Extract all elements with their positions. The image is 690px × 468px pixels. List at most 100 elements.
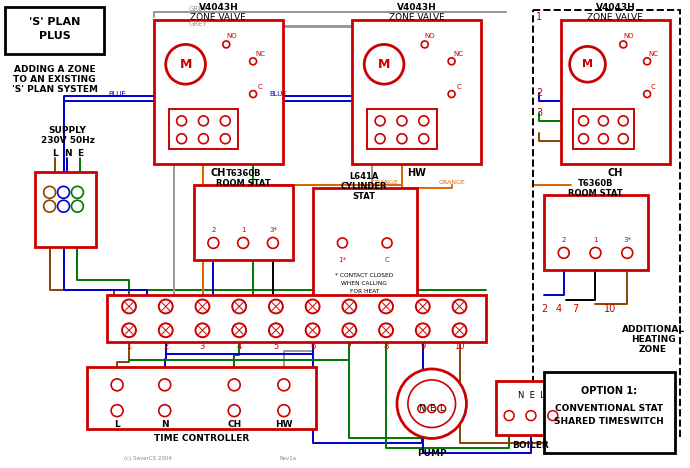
Circle shape [199, 116, 208, 126]
Text: 3*: 3* [269, 227, 277, 233]
Text: CONVENTIONAL STAT: CONVENTIONAL STAT [555, 404, 664, 413]
Circle shape [237, 237, 248, 249]
Circle shape [618, 134, 628, 144]
Text: BLUE: BLUE [108, 91, 126, 97]
Text: 230V 50Hz: 230V 50Hz [41, 136, 95, 145]
Bar [5, 7, 104, 54]
Text: L: L [440, 404, 444, 413]
Circle shape [122, 323, 136, 337]
Text: BOILER: BOILER [513, 441, 549, 450]
Circle shape [159, 300, 172, 314]
Circle shape [437, 405, 446, 413]
Text: HW: HW [275, 420, 293, 429]
Bar [533, 10, 680, 437]
Circle shape [111, 405, 123, 417]
Text: PUMP: PUMP [417, 449, 446, 458]
Text: ORANGE: ORANGE [372, 180, 398, 185]
Text: * CONTACT CLOSED: * CONTACT CLOSED [335, 273, 393, 278]
Circle shape [375, 134, 385, 144]
Text: N: N [63, 149, 71, 158]
Circle shape [57, 186, 70, 198]
Circle shape [159, 405, 170, 417]
Text: C: C [385, 257, 389, 263]
Circle shape [306, 323, 319, 337]
Text: CH: CH [227, 420, 242, 429]
Text: CYLINDER: CYLINDER [341, 182, 388, 191]
Text: CH: CH [210, 168, 226, 178]
Text: M: M [179, 58, 192, 71]
Text: C: C [456, 84, 461, 90]
Text: FOR HEAT: FOR HEAT [350, 289, 379, 294]
Circle shape [220, 134, 230, 144]
Circle shape [419, 134, 428, 144]
Text: Rev1a: Rev1a [279, 456, 297, 461]
Text: NC: NC [453, 51, 464, 58]
Text: SUPPLY: SUPPLY [48, 126, 86, 135]
Circle shape [416, 323, 430, 337]
Text: 2: 2 [542, 304, 548, 314]
Text: GREY: GREY [189, 6, 208, 12]
Bar [34, 173, 97, 247]
Text: 10: 10 [604, 304, 616, 314]
Text: 9: 9 [420, 342, 426, 351]
Text: 1: 1 [241, 227, 246, 233]
Text: E: E [77, 149, 83, 158]
Circle shape [159, 323, 172, 337]
Text: 3*: 3* [623, 237, 631, 243]
Circle shape [422, 41, 428, 48]
Bar [353, 20, 482, 163]
Text: HEATING: HEATING [631, 335, 676, 344]
Circle shape [644, 91, 651, 97]
Circle shape [397, 116, 407, 126]
Circle shape [453, 300, 466, 314]
Circle shape [43, 200, 56, 212]
Circle shape [195, 300, 209, 314]
Circle shape [570, 46, 605, 82]
Text: C: C [257, 84, 262, 90]
Circle shape [579, 116, 589, 126]
Text: L: L [115, 420, 120, 429]
Text: ADDITIONAL: ADDITIONAL [622, 325, 684, 334]
Text: CH: CH [608, 168, 623, 178]
Circle shape [379, 323, 393, 337]
Text: 6: 6 [310, 342, 315, 351]
Text: 'S' PLAN SYSTEM: 'S' PLAN SYSTEM [12, 85, 97, 94]
Circle shape [177, 116, 186, 126]
Text: ROOM STAT: ROOM STAT [216, 179, 270, 188]
Text: SHARED TIMESWITCH: SHARED TIMESWITCH [555, 417, 664, 426]
Circle shape [208, 237, 219, 249]
Text: ADDING A ZONE: ADDING A ZONE [14, 65, 95, 74]
Circle shape [342, 323, 356, 337]
Circle shape [428, 405, 435, 413]
Text: 8: 8 [384, 342, 388, 351]
Circle shape [397, 369, 466, 439]
Circle shape [342, 300, 356, 314]
Text: C: C [651, 84, 656, 90]
Text: 1*: 1* [339, 257, 346, 263]
Text: HW: HW [407, 168, 426, 178]
Bar [544, 372, 675, 453]
Text: ZONE VALVE: ZONE VALVE [587, 13, 643, 22]
Circle shape [579, 134, 589, 144]
Text: M: M [378, 58, 391, 71]
Text: ROOM STAT: ROOM STAT [568, 189, 623, 198]
Circle shape [526, 410, 536, 421]
Circle shape [199, 134, 208, 144]
Text: NC: NC [255, 51, 265, 58]
Text: 10: 10 [454, 342, 465, 351]
Circle shape [268, 237, 278, 249]
Text: M: M [582, 59, 593, 69]
Bar [496, 381, 566, 435]
Circle shape [195, 323, 209, 337]
Text: 1: 1 [126, 342, 132, 351]
Text: WHEN CALLING: WHEN CALLING [342, 281, 387, 286]
Circle shape [220, 116, 230, 126]
Circle shape [453, 323, 466, 337]
Text: 2: 2 [535, 88, 542, 98]
Circle shape [72, 200, 83, 212]
Text: ZONE VALVE: ZONE VALVE [190, 13, 246, 22]
Text: ZONE VALVE: ZONE VALVE [389, 13, 445, 22]
Bar [367, 109, 437, 149]
Text: 7: 7 [573, 304, 579, 314]
Circle shape [448, 91, 455, 97]
